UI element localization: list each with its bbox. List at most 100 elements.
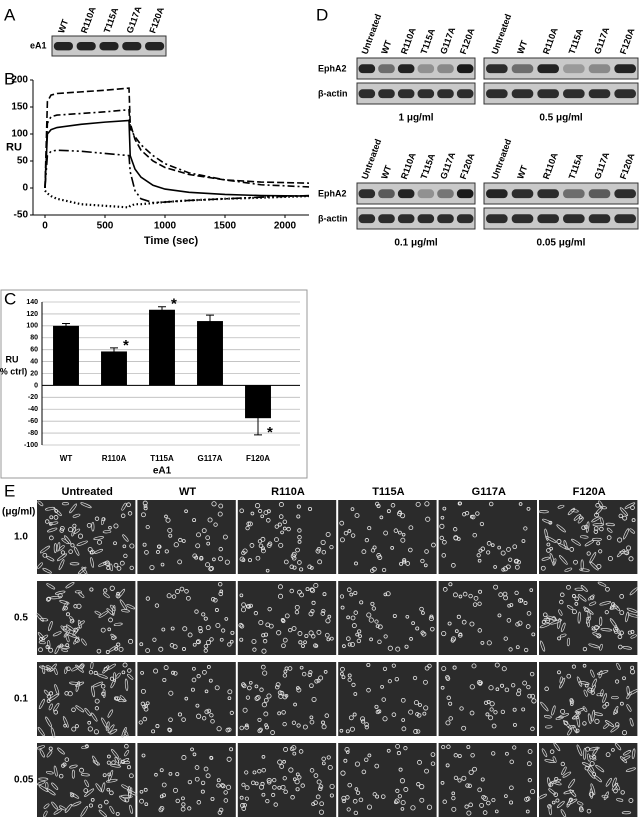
cell bbox=[505, 751, 509, 756]
cell bbox=[569, 789, 577, 797]
cell bbox=[618, 513, 623, 519]
lane-label: WT bbox=[56, 17, 70, 34]
cell bbox=[581, 525, 586, 530]
cell bbox=[153, 668, 159, 674]
band bbox=[563, 89, 585, 99]
cell bbox=[526, 761, 532, 767]
cell bbox=[381, 567, 387, 573]
cell bbox=[313, 643, 318, 648]
cell bbox=[127, 785, 132, 799]
cell bbox=[60, 526, 65, 531]
cell bbox=[111, 748, 120, 759]
cell bbox=[175, 589, 181, 594]
band bbox=[537, 214, 559, 224]
cell bbox=[400, 513, 406, 519]
cell bbox=[39, 545, 51, 554]
cell bbox=[574, 707, 585, 713]
cell bbox=[239, 795, 244, 800]
cell bbox=[400, 807, 405, 811]
cell bbox=[107, 709, 114, 718]
lane-label: G117A bbox=[592, 25, 611, 55]
cell bbox=[53, 710, 59, 715]
cell bbox=[572, 594, 576, 598]
cell bbox=[366, 804, 373, 810]
cell bbox=[53, 667, 58, 675]
cell bbox=[162, 678, 167, 683]
cell bbox=[282, 673, 288, 678]
cell bbox=[479, 521, 485, 527]
x-axis-label: Time (sec) bbox=[144, 235, 199, 247]
cell bbox=[490, 543, 495, 547]
y-tick-label: -60 bbox=[28, 418, 38, 425]
cell bbox=[630, 665, 635, 670]
micrograph bbox=[237, 662, 337, 736]
cell bbox=[394, 676, 400, 682]
cell bbox=[205, 639, 211, 646]
cell bbox=[506, 618, 512, 623]
cells bbox=[539, 581, 639, 652]
cell bbox=[541, 748, 548, 758]
cell bbox=[358, 634, 362, 638]
cell bbox=[98, 804, 103, 809]
cell bbox=[199, 556, 204, 561]
band bbox=[614, 214, 636, 224]
cell bbox=[73, 627, 78, 633]
cell bbox=[629, 587, 638, 596]
cell bbox=[590, 669, 595, 678]
cell bbox=[48, 522, 53, 526]
cell bbox=[346, 807, 351, 812]
cell bbox=[525, 796, 531, 801]
cell bbox=[327, 614, 332, 619]
cell bbox=[300, 783, 305, 788]
cell bbox=[53, 515, 59, 520]
cell bbox=[397, 794, 402, 799]
cell bbox=[619, 610, 625, 616]
cell bbox=[563, 539, 568, 550]
cell bbox=[122, 662, 128, 668]
cell bbox=[602, 704, 607, 709]
cell bbox=[372, 792, 377, 797]
cell bbox=[215, 622, 221, 628]
cell bbox=[574, 596, 580, 602]
cell bbox=[297, 775, 302, 780]
cell bbox=[66, 612, 70, 617]
cell bbox=[563, 720, 569, 726]
cell bbox=[315, 548, 321, 554]
cell bbox=[122, 534, 129, 542]
cell bbox=[468, 802, 473, 808]
micrograph bbox=[338, 662, 437, 736]
cell bbox=[631, 748, 636, 760]
cells bbox=[538, 500, 636, 572]
cell bbox=[84, 707, 92, 717]
cell bbox=[309, 587, 315, 592]
band bbox=[456, 214, 474, 224]
cell bbox=[73, 546, 80, 556]
cell bbox=[309, 768, 315, 773]
cell bbox=[616, 798, 624, 802]
cell bbox=[431, 542, 436, 548]
y-tick-label: 80 bbox=[30, 335, 38, 342]
significance-marker: * bbox=[123, 337, 129, 354]
cell bbox=[105, 650, 110, 654]
cell bbox=[622, 515, 628, 521]
cell bbox=[543, 714, 552, 719]
cell bbox=[569, 702, 574, 706]
cell bbox=[526, 506, 531, 511]
cell bbox=[354, 761, 361, 767]
cell bbox=[263, 711, 269, 717]
cells bbox=[141, 500, 230, 572]
cell bbox=[546, 542, 551, 547]
cell bbox=[587, 687, 593, 693]
cell bbox=[45, 716, 53, 728]
cell bbox=[305, 587, 310, 592]
cell bbox=[65, 633, 70, 643]
cell bbox=[144, 550, 149, 555]
cell bbox=[559, 677, 566, 689]
cell bbox=[549, 779, 562, 785]
cell bbox=[325, 618, 331, 624]
cell bbox=[166, 593, 172, 599]
cell bbox=[453, 775, 459, 781]
cell bbox=[497, 545, 501, 550]
cell bbox=[310, 609, 315, 614]
cell bbox=[59, 528, 64, 533]
